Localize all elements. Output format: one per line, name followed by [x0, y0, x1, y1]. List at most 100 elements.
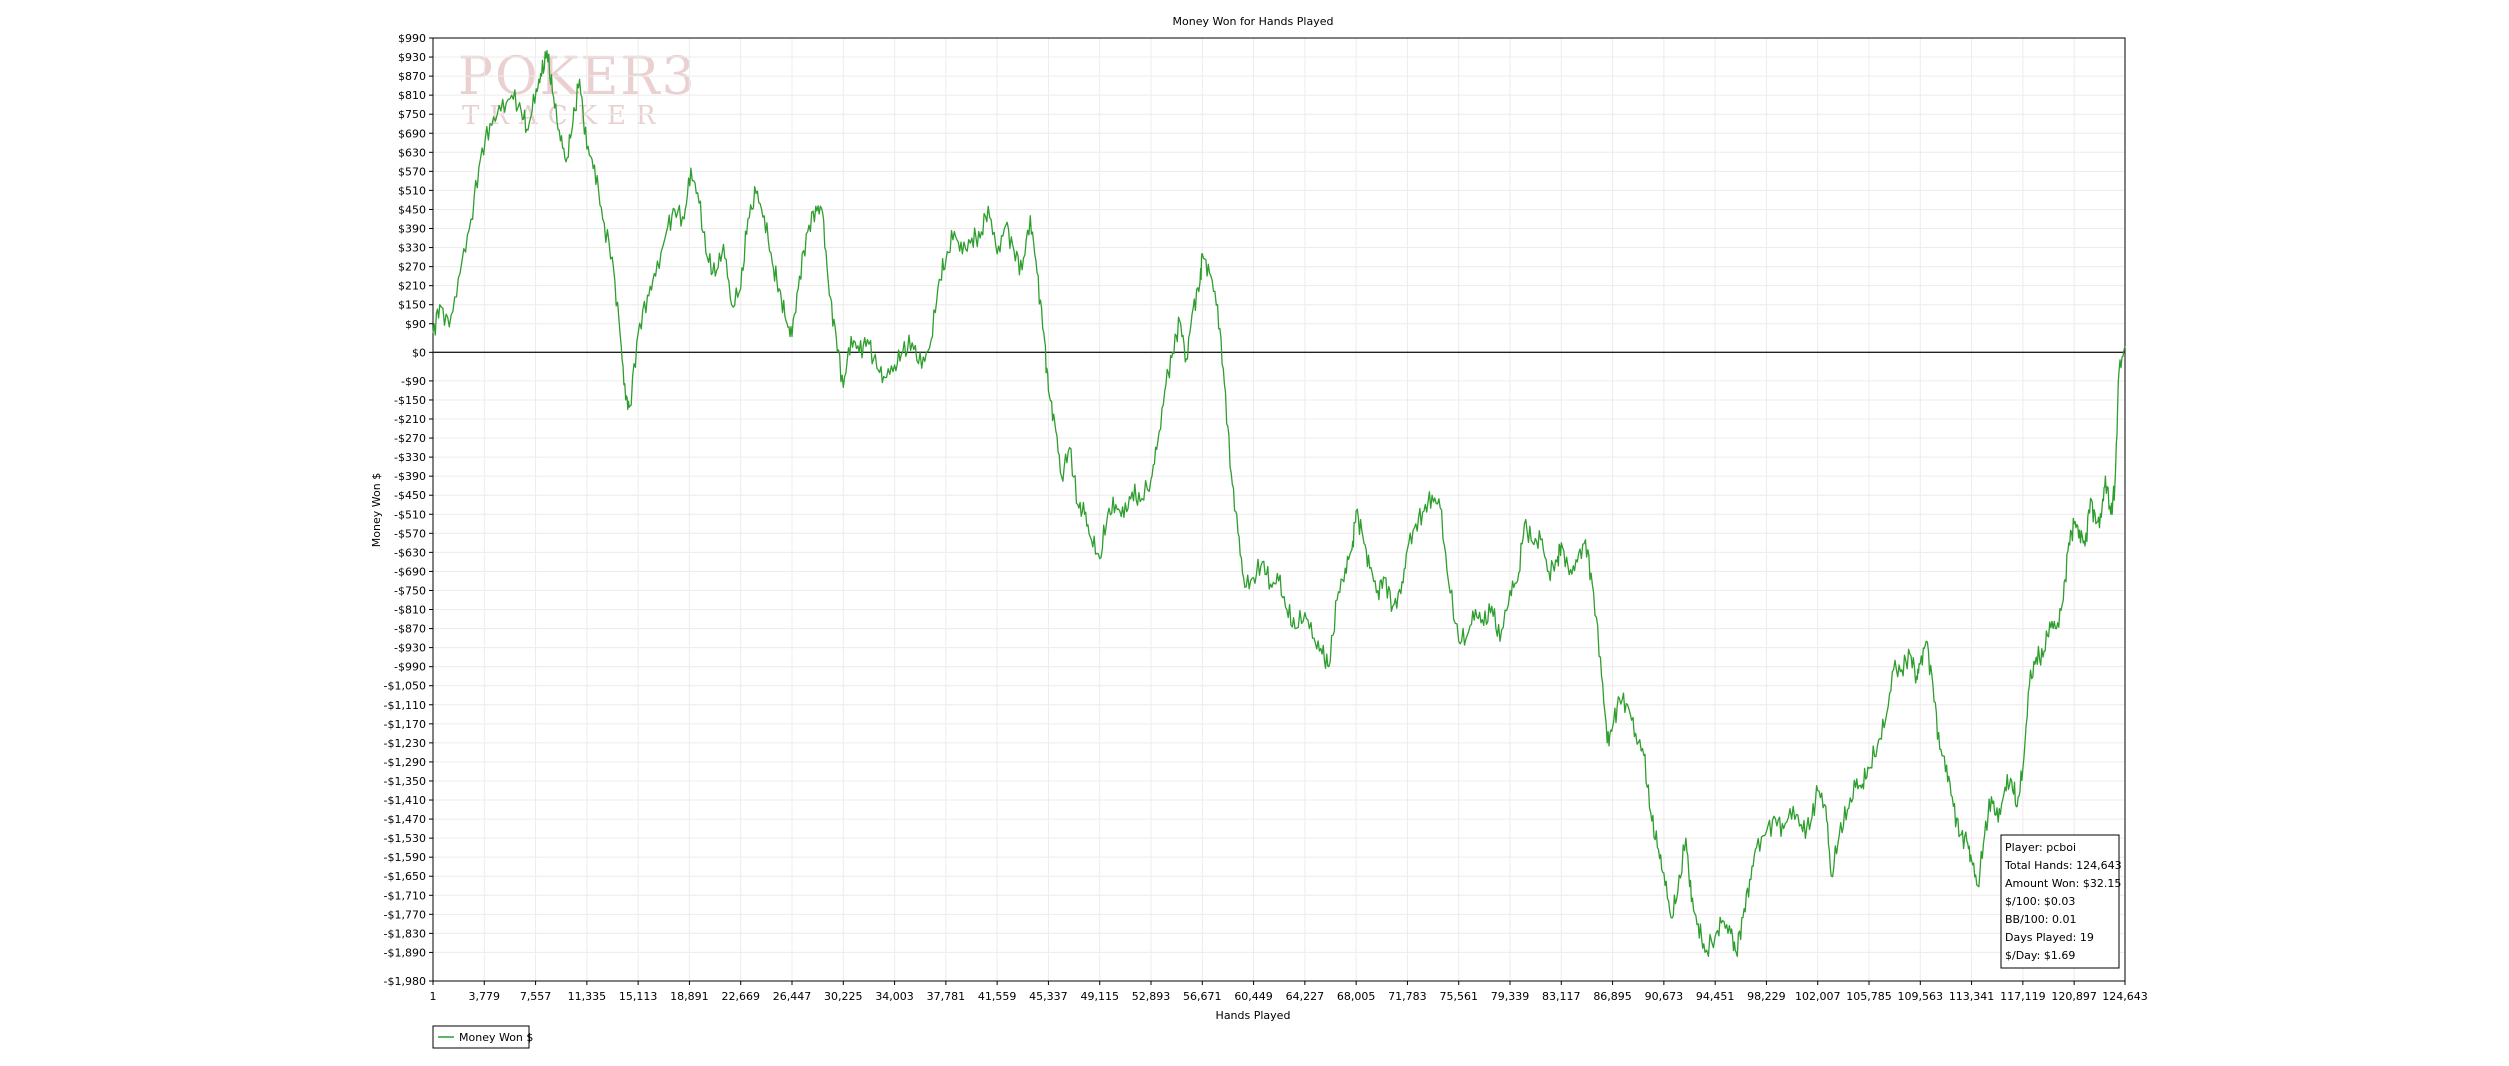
y-tick-label: -$1,290: [384, 756, 426, 769]
y-tick-label: $990: [398, 32, 426, 45]
x-tick-label: 41,559: [978, 990, 1017, 1003]
y-tick-label: -$570: [394, 527, 426, 540]
x-axis-ticks: 1 3,779 7,557 11,335 15,113 18,891 22,669 26,44…: [430, 981, 2148, 1003]
info-bb-per-100: BB/100: 0.01: [2005, 913, 2077, 926]
y-tick-label: -$1,530: [384, 832, 426, 845]
x-tick-label: 3,779: [469, 990, 501, 1003]
y-tick-label: -$330: [394, 451, 426, 464]
x-tick-label: 64,227: [1286, 990, 1325, 1003]
x-tick-label: 90,673: [1645, 990, 1684, 1003]
x-tick-label: 30,225: [824, 990, 863, 1003]
y-tick-label: $390: [398, 223, 426, 236]
x-tick-label: 11,335: [568, 990, 607, 1003]
y-tick-label: $630: [398, 146, 426, 159]
info-dollar-per-100: $/100: $0.03: [2005, 895, 2075, 908]
y-tick-label: $210: [398, 280, 426, 293]
x-tick-label: 52,893: [1132, 990, 1171, 1003]
y-tick-label: $0: [412, 346, 426, 359]
x-tick-label: 26,447: [773, 990, 812, 1003]
x-tick-label: 71,783: [1388, 990, 1427, 1003]
x-tick-label: 45,337: [1029, 990, 1068, 1003]
x-tick-label: 94,451: [1696, 990, 1735, 1003]
x-tick-label: 75,561: [1439, 990, 1478, 1003]
y-tick-label: $450: [398, 203, 426, 216]
y-tick-label: -$390: [394, 470, 426, 483]
y-tick-label: $270: [398, 261, 426, 274]
y-tick-label: -$1,230: [384, 737, 426, 750]
x-tick-label: 86,895: [1593, 990, 1632, 1003]
y-tick-label: -$1,770: [384, 908, 426, 921]
x-tick-label: 79,339: [1491, 990, 1530, 1003]
x-tick-label: 60,449: [1234, 990, 1273, 1003]
y-tick-label: -$1,410: [384, 794, 426, 807]
y-tick-label: $90: [405, 318, 426, 331]
x-tick-label: 37,781: [927, 990, 966, 1003]
stats-info-box: Player: pcboi Total Hands: 124,643 Amoun…: [2000, 834, 2122, 969]
y-tick-label: -$870: [394, 623, 426, 636]
x-tick-label: 120,897: [2051, 990, 2097, 1003]
y-tick-label: $690: [398, 127, 426, 140]
y-tick-label: $750: [398, 108, 426, 121]
x-tick-label: 7,557: [520, 990, 552, 1003]
x-tick-label: 15,113: [619, 990, 658, 1003]
legend-label-money-won: Money Won $: [459, 1031, 533, 1044]
y-tick-label: -$210: [394, 413, 426, 426]
y-tick-label: -$750: [394, 584, 426, 597]
y-tick-label: $510: [398, 184, 426, 197]
chart-title: Money Won for Hands Played: [1173, 15, 1334, 28]
y-tick-label: $150: [398, 299, 426, 312]
x-tick-label: 113,341: [1949, 990, 1995, 1003]
grid-lines: [432, 37, 2126, 982]
x-tick-label: 22,669: [721, 990, 760, 1003]
y-tick-label: $810: [398, 89, 426, 102]
x-tick-label: 34,003: [875, 990, 914, 1003]
y-tick-label: -$1,650: [384, 870, 426, 883]
plot-area: [432, 37, 2126, 982]
legend-frame: [432, 1025, 530, 1049]
x-tick-label: 1: [430, 990, 437, 1003]
y-tick-label: $870: [398, 70, 426, 83]
y-tick-label: -$810: [394, 604, 426, 617]
x-axis-title: Hands Played: [1216, 1009, 1291, 1022]
y-tick-label: $930: [398, 51, 426, 64]
x-tick-label: 18,891: [670, 990, 709, 1003]
x-tick-label: 102,007: [1795, 990, 1841, 1003]
x-tick-label: 83,117: [1542, 990, 1581, 1003]
y-tick-label: -$450: [394, 489, 426, 502]
y-tick-label: -$150: [394, 394, 426, 407]
y-tick-label: -$1,170: [384, 718, 426, 731]
y-tick-label: $330: [398, 242, 426, 255]
y-tick-label: -$90: [401, 375, 426, 388]
y-axis-ticks: $990 $930 $870 $810 $750 $690 $630 $570 $510 $450…: [384, 32, 433, 988]
y-tick-label: -$690: [394, 565, 426, 578]
y-tick-label: -$1,110: [384, 699, 426, 712]
info-box-frame: [2000, 834, 2120, 969]
info-player: Player: pcboi: [2005, 841, 2076, 854]
x-tick-label: 105,785: [1846, 990, 1892, 1003]
y-tick-label: -$1,350: [384, 775, 426, 788]
info-dollar-per-day: $/Day: $1.69: [2005, 949, 2075, 962]
watermark-logo-line2: TRACKER: [462, 101, 666, 131]
y-tick-label: -$1,710: [384, 889, 426, 902]
y-tick-label: -$1,470: [384, 813, 426, 826]
info-days-played: Days Played: 19: [2005, 931, 2094, 944]
info-total-hands: Total Hands: 124,643: [2004, 859, 2122, 872]
y-tick-label: -$1,590: [384, 851, 426, 864]
y-tick-label: -$990: [394, 661, 426, 674]
info-amount-won: Amount Won: $32.15: [2005, 877, 2121, 890]
y-tick-label: -$270: [394, 432, 426, 445]
x-tick-label: 109,563: [1898, 990, 1944, 1003]
series-line-money-won: [432, 50, 2126, 958]
y-tick-label: -$1,890: [384, 946, 426, 959]
x-tick-label: 56,671: [1183, 990, 1222, 1003]
y-tick-label: -$510: [394, 508, 426, 521]
y-axis-title: Money Won $: [370, 473, 383, 547]
x-tick-label: 49,115: [1080, 990, 1119, 1003]
y-tick-label: $570: [398, 165, 426, 178]
y-tick-label: -$1,050: [384, 680, 426, 693]
y-tick-label: -$930: [394, 642, 426, 655]
y-tick-label: -$630: [394, 546, 426, 559]
x-tick-label: 68,005: [1337, 990, 1376, 1003]
x-tick-label: 117,119: [2000, 990, 2046, 1003]
